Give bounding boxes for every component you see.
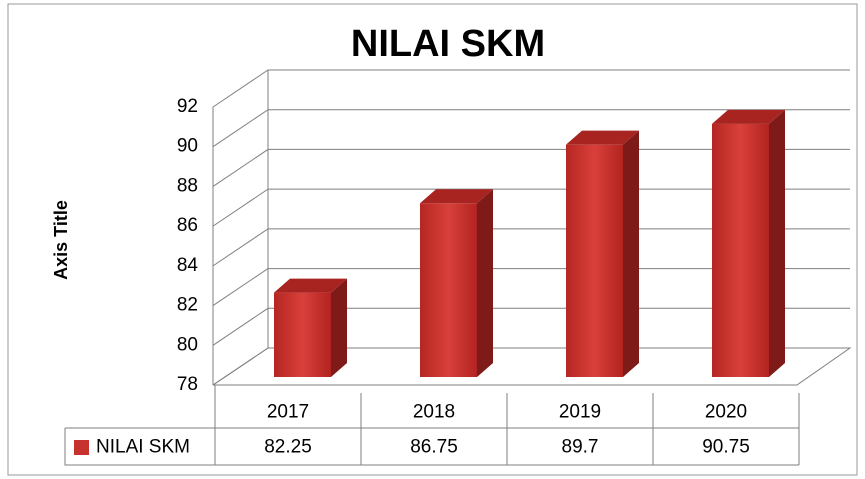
bar xyxy=(420,203,477,377)
legend-swatch xyxy=(74,440,89,455)
bar xyxy=(274,292,331,377)
bar-top xyxy=(566,130,639,145)
grid-line xyxy=(212,148,850,187)
table-value: 86.75 xyxy=(410,437,458,458)
bar xyxy=(566,144,623,377)
bar-top xyxy=(420,189,493,204)
x-tick-label: 2018 xyxy=(413,402,455,423)
y-tick-label: 82 xyxy=(177,295,198,316)
y-tick-label: 90 xyxy=(177,136,198,157)
grid-line xyxy=(212,228,850,267)
table-value: 89.7 xyxy=(562,437,599,458)
grid-line xyxy=(212,307,850,346)
x-tick-label: 2020 xyxy=(705,402,747,423)
y-tick-label: 78 xyxy=(177,374,198,395)
grid-line xyxy=(212,268,850,306)
bar-side xyxy=(623,130,639,377)
y-tick-label: 80 xyxy=(177,334,198,355)
bar xyxy=(712,123,769,377)
grid-line xyxy=(212,188,850,227)
table-value: 82.25 xyxy=(264,437,312,458)
y-tick-label: 92 xyxy=(177,96,198,117)
grid-line xyxy=(212,69,850,108)
bar-side xyxy=(477,189,493,377)
table-lines xyxy=(64,385,800,466)
grid-line xyxy=(212,347,850,386)
chart-title: NILAI SKM xyxy=(351,23,545,65)
bar-side xyxy=(331,278,347,377)
y-tick-label: 84 xyxy=(177,255,199,276)
y-axis-title: Axis Title xyxy=(51,200,71,280)
x-tick-label: 2019 xyxy=(559,402,601,423)
y-tick-label: 86 xyxy=(177,215,198,236)
table-value: 90.75 xyxy=(702,437,750,458)
legend-label: NILAI SKM xyxy=(96,437,190,458)
x-tick-label: 2017 xyxy=(267,402,309,423)
grid-line xyxy=(212,109,850,148)
bar-top xyxy=(712,109,785,124)
bar-top xyxy=(274,278,347,293)
bar-side xyxy=(769,109,785,378)
y-tick-label: 88 xyxy=(177,175,198,196)
